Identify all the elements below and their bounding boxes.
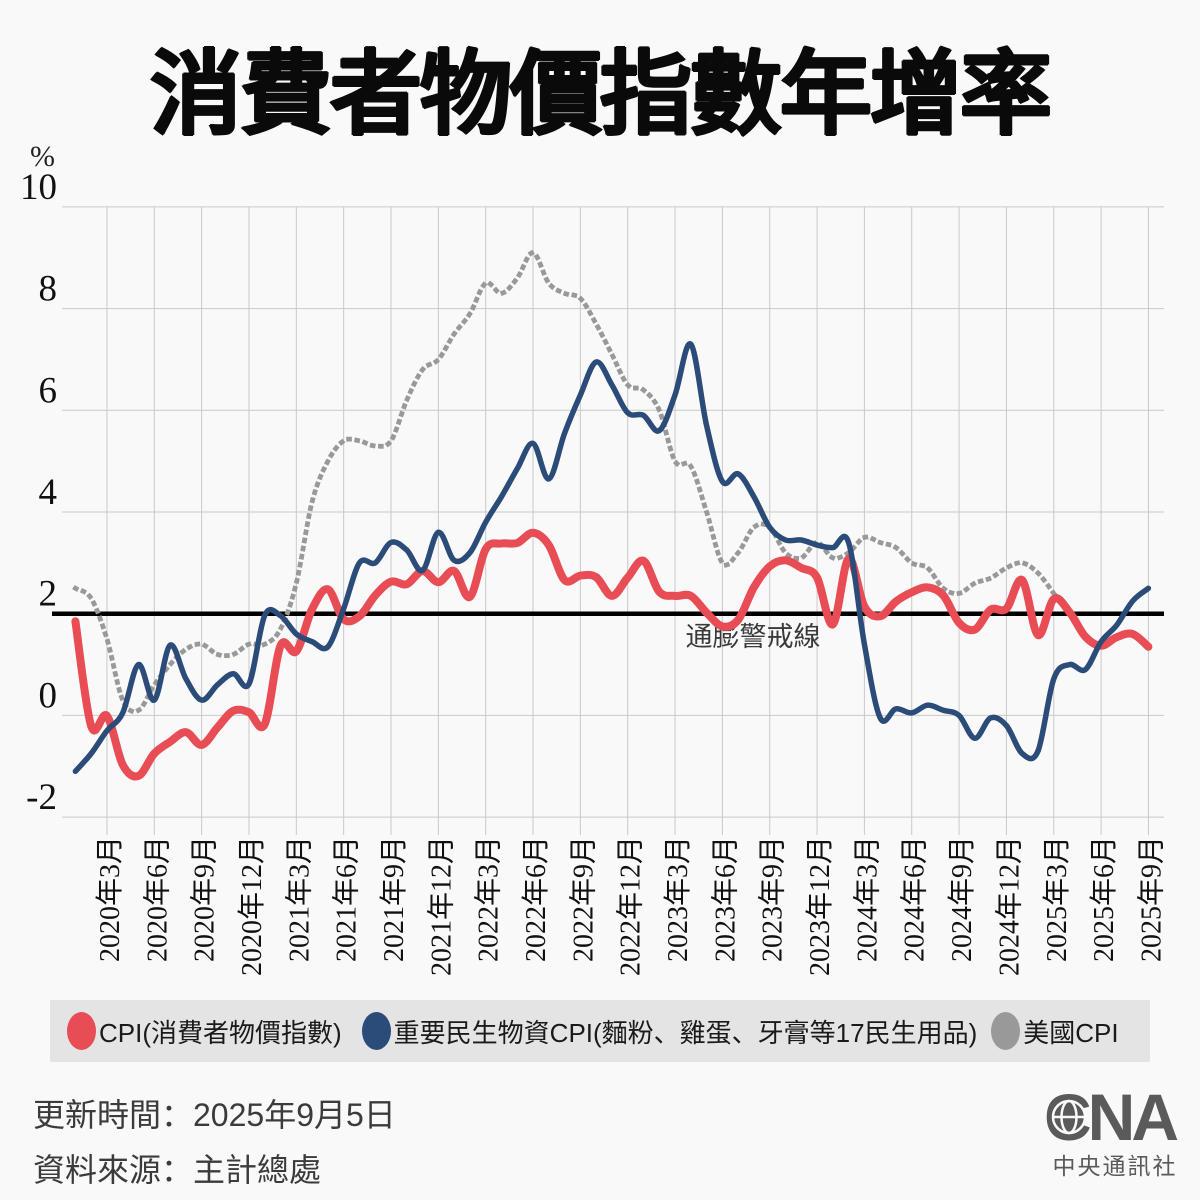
legend-item: 美國CPI xyxy=(991,1012,1119,1050)
globe-icon xyxy=(1051,1099,1087,1135)
legend-dot-icon xyxy=(991,1012,1021,1050)
y-tick-label: -2 xyxy=(26,777,57,818)
x-tick-label: 2025年6月 xyxy=(1088,836,1120,962)
series-line-us-cpi xyxy=(72,250,1058,714)
legend-item: 重要民生物資CPI(麵粉、雞蛋、牙膏等17民生用品) xyxy=(361,1012,978,1050)
y-tick-label: 2 xyxy=(39,574,58,615)
y-tick-label: 0 xyxy=(39,675,58,716)
x-tick-label: 2020年6月 xyxy=(141,836,173,962)
cna-logo-mark: CNA xyxy=(1044,1080,1181,1154)
data-source: 資料來源：主計總處 xyxy=(33,1152,322,1189)
x-tick-label: 2021年6月 xyxy=(331,836,363,962)
legend-dot-icon xyxy=(361,1012,391,1050)
cna-logo: CNA 中央通訊社 xyxy=(1040,1080,1190,1181)
x-tick-label: 2021年9月 xyxy=(378,836,410,962)
x-tick-label: 2023年3月 xyxy=(662,836,694,962)
legend-dot-icon xyxy=(67,1012,96,1050)
legend-item: CPI(消費者物價指數) xyxy=(67,1012,342,1050)
cna-logo-text: 中央通訊社 xyxy=(1052,1153,1178,1179)
update-time: 更新時間：2025年9月5日 xyxy=(33,1097,396,1133)
y-tick-label: 8 xyxy=(39,269,58,310)
x-tick-label: 2022年12月 xyxy=(615,836,647,976)
x-tick-label: 2023年6月 xyxy=(709,836,741,962)
x-tick-label: 2022年9月 xyxy=(567,836,599,962)
x-tick-label: 2022年6月 xyxy=(520,836,552,962)
chart-footer: 更新時間：2025年9月5日 資料來源：主計總處 xyxy=(33,1088,396,1198)
x-tick-label: 2024年6月 xyxy=(899,836,931,962)
legend-label: 美國CPI xyxy=(1023,1017,1119,1048)
x-tick-label: 2020年3月 xyxy=(94,836,126,962)
y-tick-label: 4 xyxy=(39,472,58,513)
series-line-essential-goods-cpi xyxy=(72,341,1152,775)
legend-label: 重要民生物資CPI(麵粉、雞蛋、牙膏等17民生用品) xyxy=(393,1017,978,1048)
y-tick-label: 6 xyxy=(39,370,58,411)
x-tick-label: 2024年9月 xyxy=(946,836,978,962)
x-tick-label: 2023年9月 xyxy=(757,836,789,962)
inflation-alert-label: 通膨警戒線 xyxy=(686,622,821,652)
x-tick-label: 2020年9月 xyxy=(189,836,221,962)
series-line-cpi xyxy=(71,528,1153,781)
x-tick-label: 2022年3月 xyxy=(473,836,505,962)
x-tick-label: 2021年3月 xyxy=(283,836,315,962)
x-tick-label: 2021年12月 xyxy=(425,836,457,976)
x-tick-label: 2020年12月 xyxy=(236,836,268,976)
chart-legend: CPI(消費者物價指數) 重要民生物資CPI(麵粉、雞蛋、牙膏等17民生用品) 美國… xyxy=(50,1000,1150,1062)
y-axis-unit-label: % xyxy=(30,140,55,173)
y-tick-label: 10 xyxy=(20,167,57,208)
x-tick-label: 2024年12月 xyxy=(993,836,1025,976)
x-tick-label: 2024年3月 xyxy=(851,836,883,962)
page-title: 消費者物價指數年增率 xyxy=(149,44,1052,146)
legend-label: CPI(消費者物價指數) xyxy=(99,1017,342,1048)
x-tick-label: 2025年3月 xyxy=(1041,836,1073,962)
cpi-line-chart: 10 8 6 4 2 0 -2 2020年3月 2020年6月 2020年9月 2020年12月 20… xyxy=(20,140,1167,976)
x-tick-label: 2023年12月 xyxy=(804,836,836,976)
x-tick-label: 2025年9月 xyxy=(1135,836,1167,962)
